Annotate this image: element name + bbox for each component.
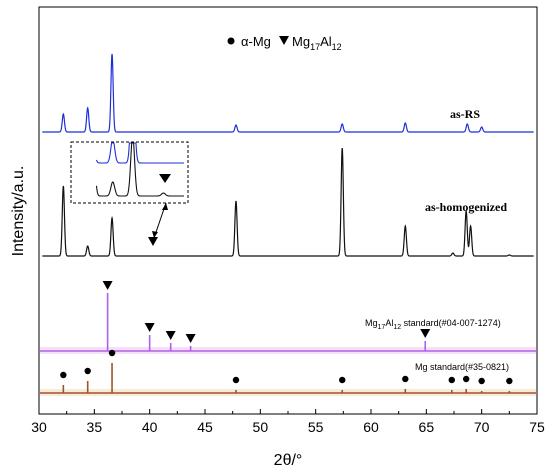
homogenized-mg17al12-marker	[148, 237, 158, 246]
x-tick-label: 40	[142, 419, 158, 435]
inset-curve-0	[95, 142, 185, 164]
x-tick-label: 45	[197, 419, 213, 435]
alpha-mg-marker	[339, 376, 346, 384]
mg17al12-marker	[144, 323, 155, 332]
alpha-mg-legend-marker	[227, 37, 235, 45]
alpha-mg-marker	[478, 377, 485, 385]
inset-curves	[95, 142, 185, 197]
inset-pointer-arrowhead-top	[162, 203, 168, 210]
alpha-mg-marker	[402, 375, 409, 383]
mg17al12-legend-label: Mg17Al12	[292, 34, 342, 52]
legend: α-Mg Mg17Al12	[227, 34, 342, 52]
series-layer	[42, 53, 534, 257]
alpha-mg-marker	[448, 376, 455, 384]
alpha-mg-marker	[60, 371, 67, 379]
x-tick-label: 75	[529, 419, 545, 435]
x-tick-label: 55	[308, 419, 324, 435]
mg17al12-marker	[165, 331, 176, 340]
x-tick-label: 60	[363, 419, 379, 435]
alpha-mg-marker	[108, 349, 116, 357]
mg17al12-marker	[102, 281, 113, 290]
x-tick-label: 70	[474, 419, 490, 435]
alpha-mg-marker	[506, 377, 513, 385]
x-tick-label: 35	[87, 419, 103, 435]
inset-curve-1	[95, 142, 185, 197]
series-label-as-rs: as-RS	[450, 107, 480, 121]
inset-mg17al12-marker	[159, 174, 171, 183]
x-axis-label: 2θ/°	[274, 452, 303, 469]
reference-layer	[40, 281, 536, 396]
alpha-mg-marker	[232, 376, 240, 384]
x-tick-label: 50	[253, 419, 269, 435]
inset	[70, 141, 189, 246]
inset-pointer-arrowhead-bottom	[152, 231, 158, 238]
series-as-rs	[42, 53, 534, 133]
ref-label-mg17al12: Mg17Al12 standard(#04-007-1274)	[365, 318, 501, 331]
alpha-mg-legend-label: α-Mg	[241, 34, 271, 49]
mg17al12-marker	[420, 329, 431, 338]
series-as-homogenized	[42, 147, 534, 257]
alpha-mg-marker	[462, 375, 470, 383]
x-axis-ticks: 30 35 40 45 50 55 60 65 70 75	[31, 409, 545, 435]
x-tick-label: 65	[419, 419, 435, 435]
mg17al12-marker	[185, 334, 196, 343]
ref-label-mg: Mg standard(#35-0821)	[415, 362, 509, 372]
y-axis-label: Intensity/a.u.	[10, 166, 27, 257]
alpha-mg-marker	[84, 367, 91, 375]
mg17al12-legend-marker	[279, 36, 289, 45]
x-tick-label: 30	[31, 419, 47, 435]
series-label-as-homogenized: as-homogenized	[425, 200, 507, 214]
